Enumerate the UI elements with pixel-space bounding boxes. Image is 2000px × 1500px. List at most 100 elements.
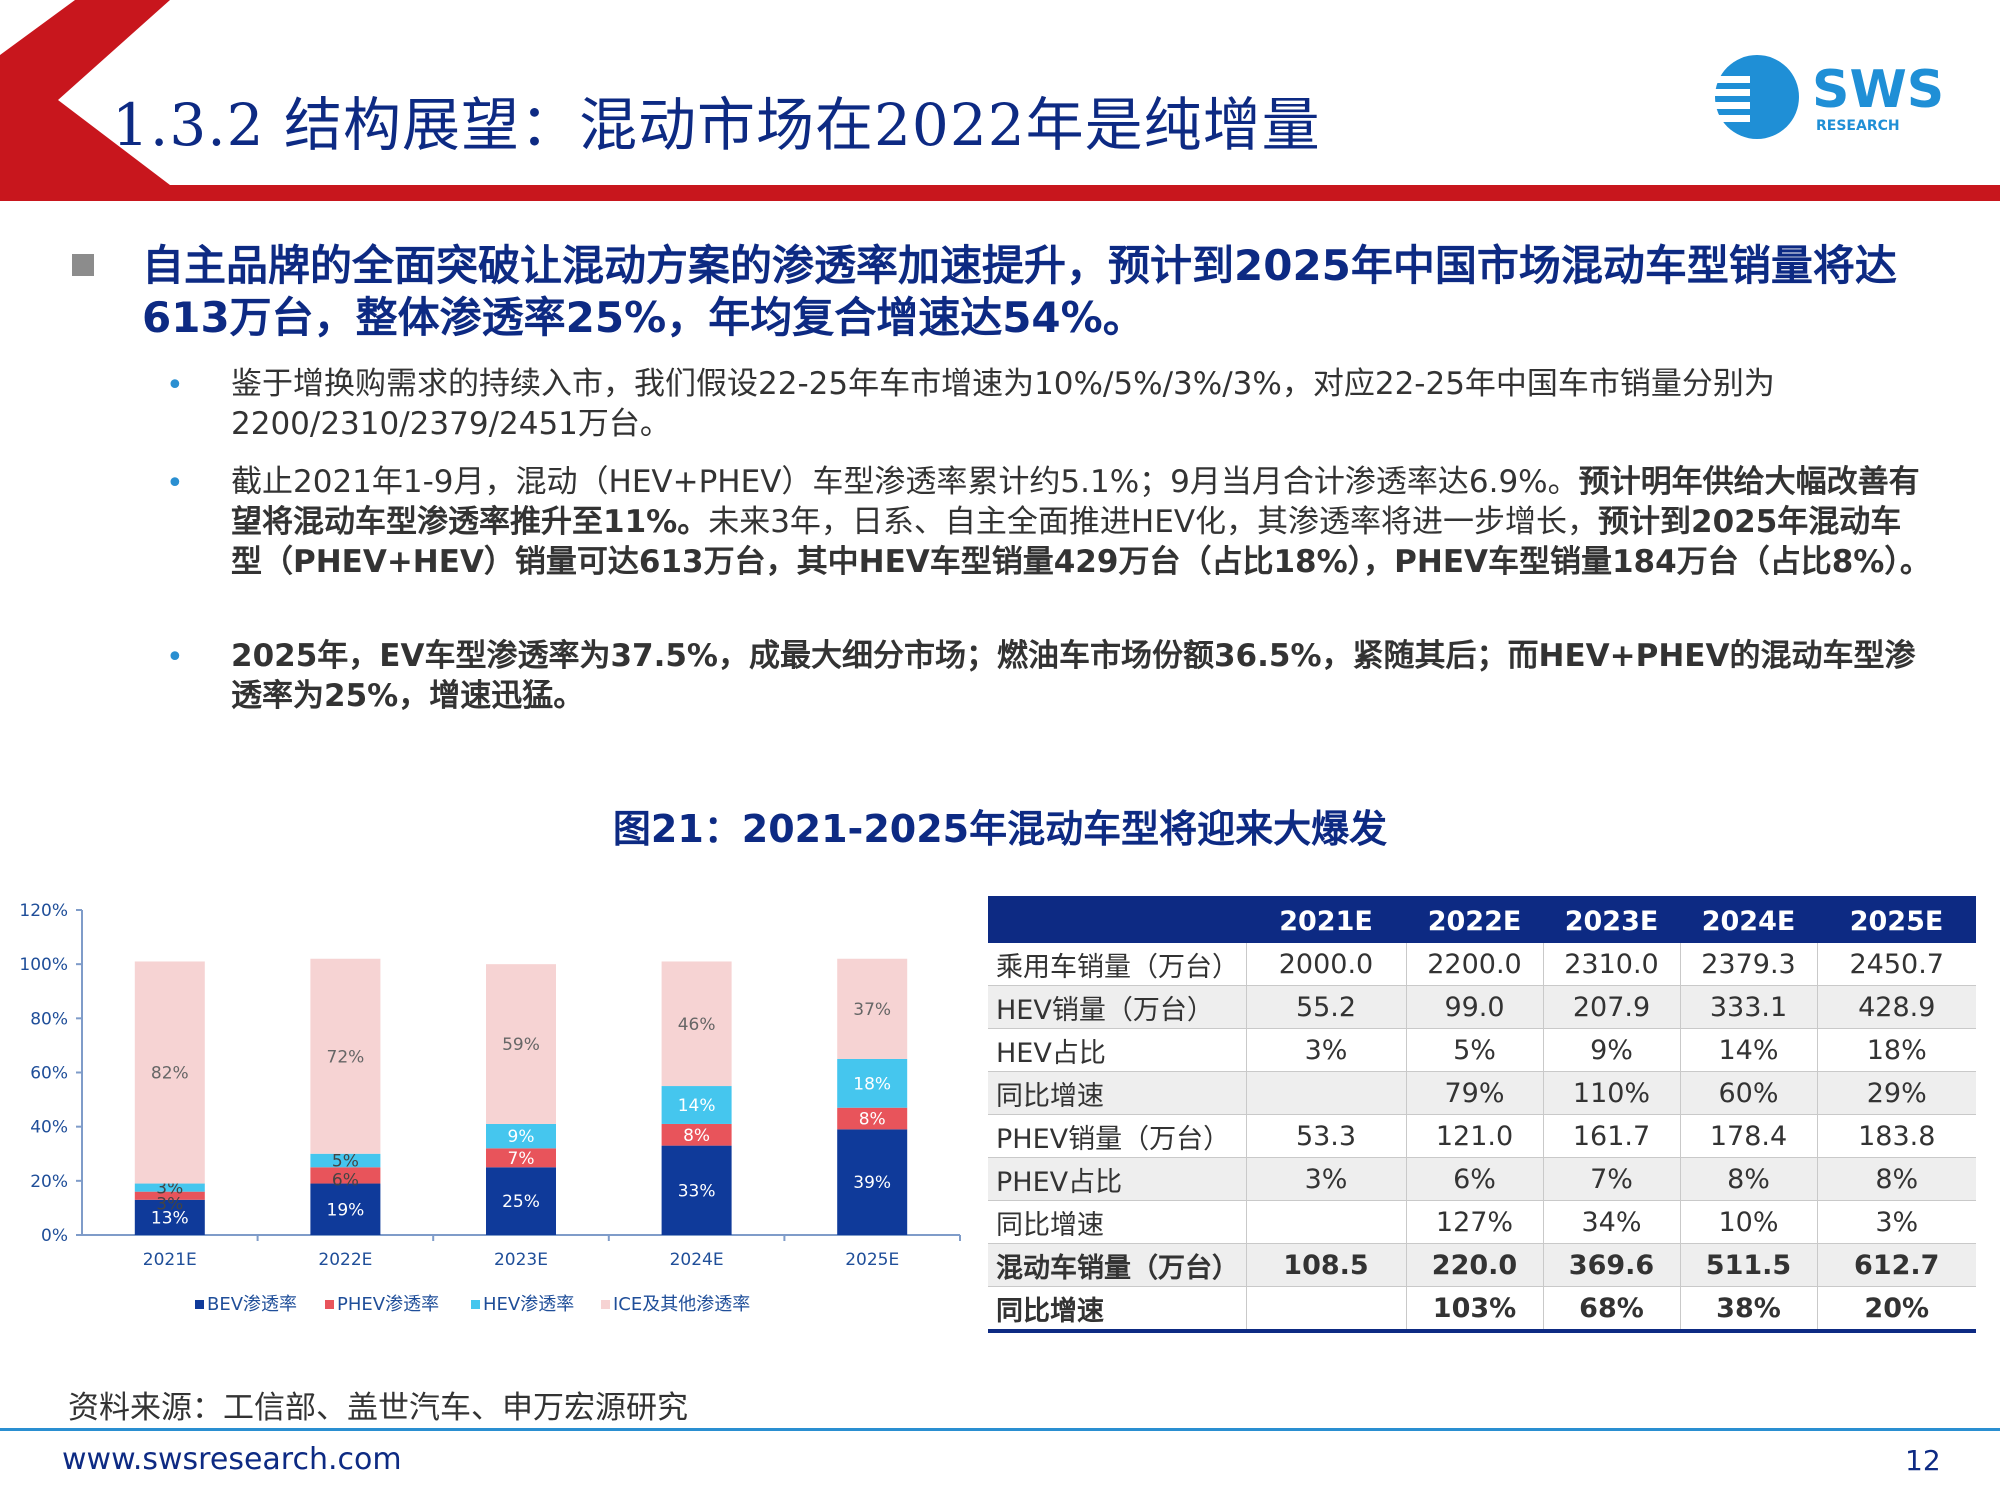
bullet-2-bold-a: 预计明年供给大幅改善有望将混动车型渗透率推升至11%。	[231, 464, 1920, 540]
bullet-2-text-b: 未来3年，日系、自主全面推进HEV化，其渗透率将进一步增长，	[708, 504, 1599, 540]
bullet-dot: •	[166, 368, 184, 403]
footer-divider	[0, 1428, 2000, 1431]
bullet-1: 鉴于增换购需求的持续入市，我们假设22-25年车市增速为10%/5%/3%/3%…	[231, 366, 1775, 442]
table-row-label: 混动车销量（万台）	[988, 1243, 1247, 1287]
data-label: 8%	[859, 1110, 886, 1130]
table-cell: 8%	[1680, 1157, 1818, 1201]
logo-text: SWS	[1812, 60, 1944, 120]
table-cell: 3%	[1246, 1157, 1407, 1201]
table-cell: 68%	[1543, 1286, 1681, 1333]
y-tick-label: 80%	[30, 1009, 68, 1029]
table-row-label: HEV销量（万台）	[988, 985, 1247, 1029]
table-cell: 3%	[1817, 1200, 1976, 1244]
y-tick-label: 100%	[19, 955, 68, 975]
data-label: 9%	[508, 1127, 535, 1147]
data-label: 7%	[508, 1149, 535, 1169]
data-label: 14%	[678, 1096, 716, 1116]
table-cell: 9%	[1543, 1028, 1681, 1072]
table-cell: 60%	[1680, 1071, 1818, 1115]
legend-label: PHEV渗透率	[337, 1294, 439, 1315]
bullet-dot: •	[166, 640, 184, 675]
table-header-cell: 2022E	[1406, 896, 1543, 943]
table-cell: 53.3	[1246, 1114, 1407, 1158]
legend-swatch	[325, 1300, 334, 1309]
table-cell: 2450.7	[1817, 943, 1976, 986]
bar-segment	[134, 961, 205, 1184]
table-cell: 183.8	[1817, 1114, 1976, 1158]
source-note: 资料来源：工信部、盖世汽车、申万宏源研究	[68, 1390, 688, 1426]
table-row: 同比增速 79% 110% 60% 29%	[988, 1071, 1976, 1115]
data-label: 19%	[327, 1200, 365, 1220]
table-cell: 110%	[1543, 1071, 1681, 1115]
stacked-bar-chart: 0%20%40%60%80%100%120%2021E13%3%3%82%202…	[19, 901, 961, 1315]
x-tick-label: 2024E	[670, 1250, 724, 1270]
bar-segment	[661, 961, 732, 1087]
bar-segment	[310, 1167, 381, 1184]
data-label: 5%	[332, 1152, 359, 1172]
table-row: 同比增速 127% 34% 10% 3%	[988, 1200, 1976, 1244]
table-cell: 178.4	[1680, 1114, 1818, 1158]
table-cell: 29%	[1817, 1071, 1976, 1115]
data-label: 33%	[678, 1181, 716, 1201]
data-label: 46%	[678, 1015, 716, 1035]
table-cell: 333.1	[1680, 985, 1818, 1029]
table-cell: 121.0	[1406, 1114, 1544, 1158]
table-row: 混动车销量（万台） 108.5 220.0 369.6 511.5 612.7	[988, 1243, 1976, 1287]
table-cell: 2000.0	[1246, 943, 1407, 986]
table-row-label: HEV占比	[988, 1028, 1247, 1072]
table-cell: 6%	[1406, 1157, 1544, 1201]
page-number: 12	[1905, 1444, 1941, 1477]
table-header-cell: 2024E	[1680, 896, 1817, 943]
bar-segment	[661, 1086, 732, 1124]
data-label: 18%	[853, 1074, 891, 1094]
table-cell: 612.7	[1817, 1243, 1976, 1287]
legend-swatch	[471, 1300, 480, 1309]
bar-segment	[310, 958, 381, 1154]
table-cell: 7%	[1543, 1157, 1681, 1201]
table-cell: 428.9	[1817, 985, 1976, 1029]
footer-url[interactable]: www.swsresearch.com	[62, 1442, 402, 1477]
table-header-cell: 2023E	[1543, 896, 1680, 943]
bar-segment	[837, 1058, 908, 1108]
header-red-bar	[0, 185, 2000, 201]
x-tick-label: 2025E	[845, 1250, 899, 1270]
table-row-label: PHEV销量（万台）	[988, 1114, 1247, 1158]
table-row: PHEV占比 3% 6% 7% 8% 8%	[988, 1157, 1976, 1201]
bar-segment	[661, 1123, 732, 1146]
table-cell: 103%	[1406, 1286, 1544, 1333]
table-cell: 511.5	[1680, 1243, 1818, 1287]
sws-logo: SWS RESEARCH	[1714, 55, 1944, 139]
table-cell: 369.6	[1543, 1243, 1681, 1287]
data-label: 72%	[327, 1047, 365, 1067]
table-cell: 220.0	[1406, 1243, 1544, 1287]
lead-paragraph: 自主品牌的全面突破让混动方案的渗透率加速提升，预计到2025年中国市场混动车型销…	[142, 241, 1897, 342]
bar-segment	[837, 1129, 908, 1235]
table-cell: 3%	[1246, 1028, 1407, 1072]
data-label: 37%	[853, 1000, 891, 1020]
logo-subtext: RESEARCH	[1816, 118, 1900, 134]
table-cell: 18%	[1817, 1028, 1976, 1072]
table-cell: 14%	[1680, 1028, 1818, 1072]
data-label: 59%	[502, 1035, 540, 1055]
table-cell: 79%	[1406, 1071, 1544, 1115]
bar-segment	[134, 1199, 205, 1235]
page-title: 1.3.2 结构展望：混动市场在2022年是纯增量	[112, 91, 1321, 159]
bar-segment	[134, 1183, 205, 1192]
table-row-label: 同比增速	[988, 1286, 1247, 1333]
table-cell: 20%	[1817, 1286, 1976, 1333]
legend-label: HEV渗透率	[483, 1294, 574, 1315]
bullet-2: 截止2021年1-9月，混动（HEV+PHEV）车型渗透率累计约5.1%；9月当…	[231, 462, 1931, 582]
data-label: 39%	[853, 1173, 891, 1193]
table-row: 乘用车销量（万台） 2000.0 2200.0 2310.0 2379.3 2450.7	[988, 943, 1976, 986]
table-row-label: 乘用车销量（万台）	[988, 943, 1247, 986]
table-cell: 2200.0	[1406, 943, 1544, 986]
data-label: 6%	[332, 1170, 359, 1190]
table-row: HEV销量（万台） 55.2 99.0 207.9 333.1 428.9	[988, 985, 1976, 1029]
data-label: 82%	[151, 1064, 189, 1084]
table-header-cell	[988, 896, 1246, 943]
bullet-2-bold-b: 预计到2025年混动车型（PHEV+HEV）销量可达613万台，其中HEV车型销…	[231, 504, 1931, 580]
x-tick-label: 2021E	[143, 1250, 197, 1270]
data-label: 3%	[156, 1179, 183, 1199]
data-label: 3%	[156, 1195, 183, 1215]
bar-segment	[486, 1123, 556, 1149]
